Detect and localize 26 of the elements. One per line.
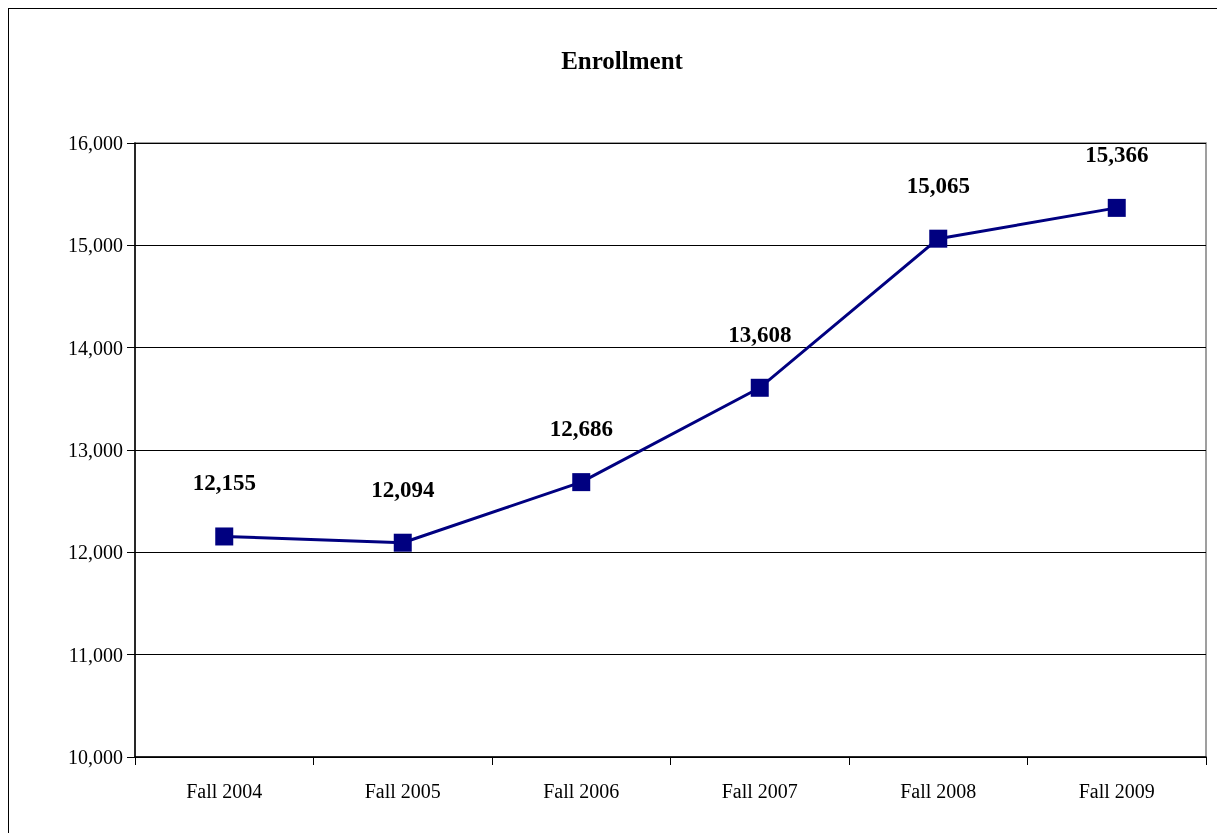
- data-label: 12,686: [549, 416, 613, 442]
- y-tick-label: 15,000: [68, 234, 123, 257]
- x-tick-label: Fall 2005: [364, 780, 441, 802]
- y-tick-label: 12,000: [68, 541, 123, 564]
- x-tick-label: Fall 2009: [1078, 780, 1155, 802]
- x-tick-label: Fall 2007: [721, 780, 798, 802]
- data-label: 15,065: [906, 172, 970, 198]
- x-tick-label: Fall 2006: [543, 780, 620, 802]
- point: [572, 473, 591, 492]
- point: [929, 229, 948, 248]
- data-label: 13,608: [728, 321, 792, 347]
- point: [393, 533, 412, 552]
- x-tick-label: Fall 2004: [186, 780, 263, 802]
- y-tick-label: 13,000: [68, 439, 123, 461]
- y-tick-label: 16,000: [68, 132, 123, 154]
- data-label: 12,094: [371, 476, 435, 502]
- y-tick-label: 11,000: [68, 643, 123, 666]
- y-tick-label: 14,000: [68, 336, 123, 359]
- x-tick-label: Fall 2008: [900, 780, 977, 802]
- y-tick-label: 10,000: [68, 746, 123, 768]
- point: [215, 527, 234, 546]
- data-label: 15,366: [1085, 141, 1149, 167]
- point: [750, 378, 769, 397]
- data-label: 12,155: [192, 470, 256, 496]
- point: [1107, 198, 1126, 217]
- chart-title: Enrollment: [561, 47, 684, 74]
